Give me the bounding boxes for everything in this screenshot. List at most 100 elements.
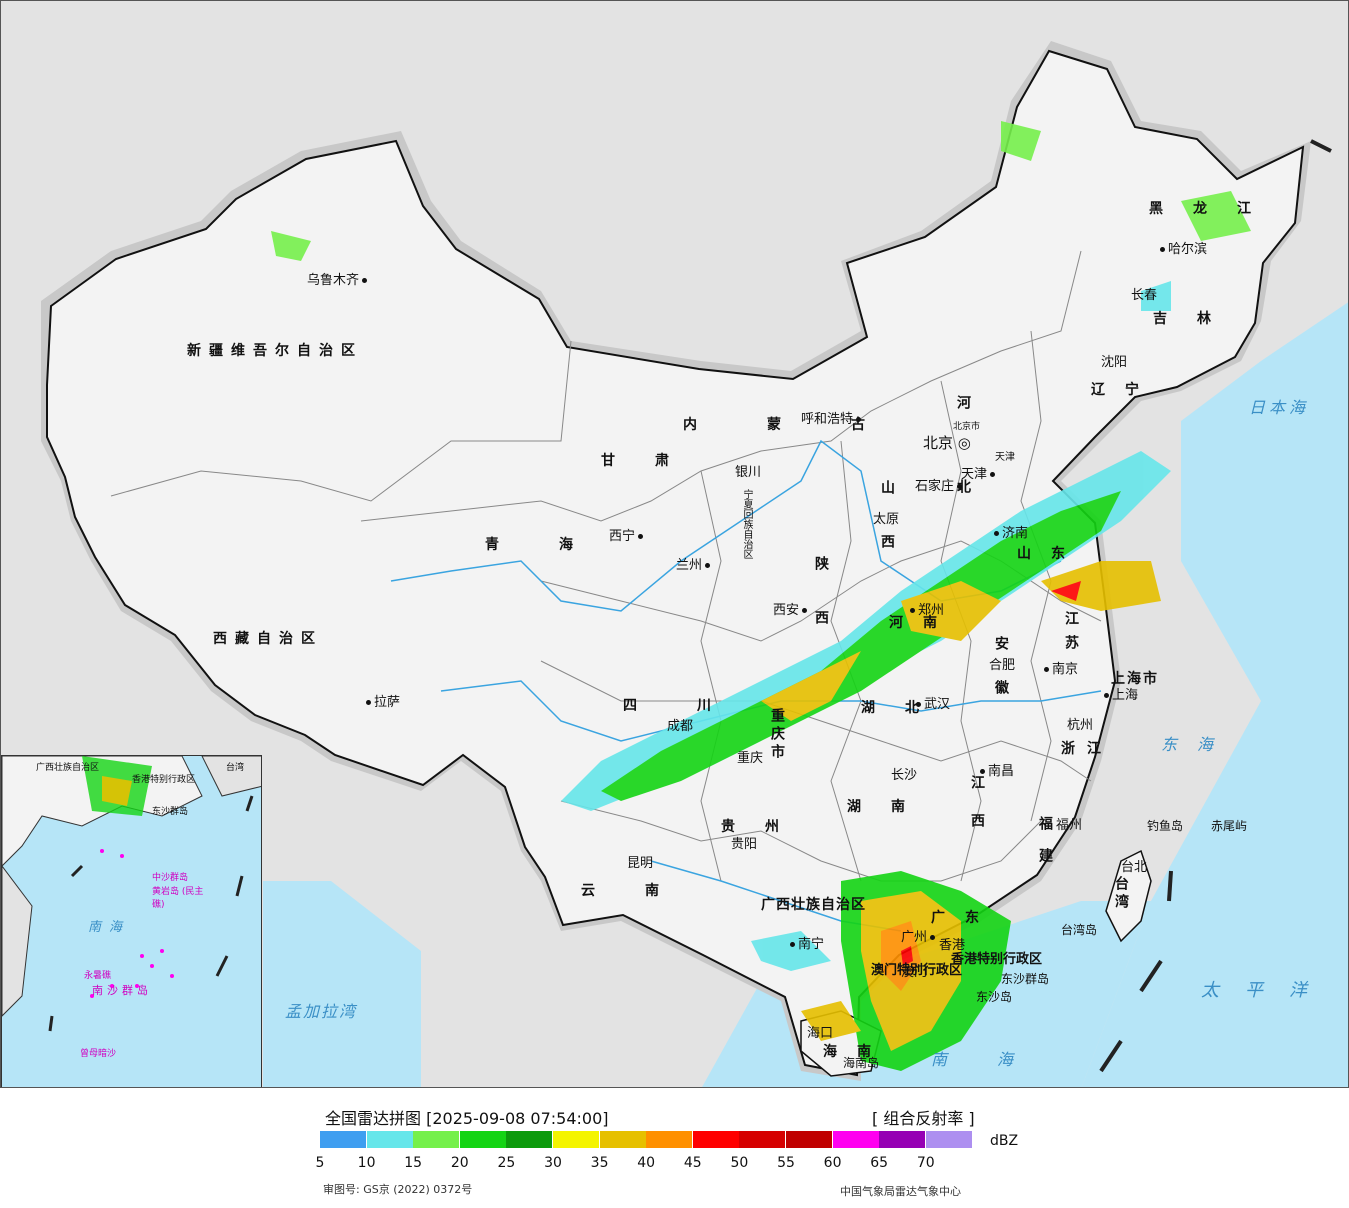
legend xyxy=(0,1088,1349,1208)
inset-label-taiwan: 台湾 xyxy=(226,763,245,773)
city-xian[interactable]: 西安 xyxy=(773,599,810,618)
city-hefei[interactable]: 合肥 xyxy=(989,658,1016,673)
sea-south-china: 南海 xyxy=(931,1050,1064,1069)
legend-color-1 xyxy=(366,1131,413,1148)
legend-color-11 xyxy=(832,1131,879,1148)
city-hongkong[interactable]: 香港 xyxy=(939,938,966,953)
city-zhengzhou[interactable]: 郑州 xyxy=(907,599,944,618)
province-shandong: 山东 xyxy=(1017,546,1085,562)
city-jinan[interactable]: 济南 xyxy=(991,522,1028,541)
legend-color-3 xyxy=(459,1131,506,1148)
city-nanchang[interactable]: 南昌 xyxy=(977,760,1014,779)
city-tianjin[interactable]: 天津 xyxy=(961,463,998,482)
sea-japan: 日本海 xyxy=(1249,398,1310,417)
island-dongsha-group: 东沙群岛 xyxy=(1001,972,1050,986)
legend-unit: dBZ xyxy=(990,1133,1019,1149)
city-macau[interactable]: 澳门 xyxy=(901,965,928,980)
city-harbin[interactable]: 哈尔滨 xyxy=(1157,238,1207,257)
legend-tick-55: 55 xyxy=(777,1155,795,1171)
legend-tick-45: 45 xyxy=(683,1155,702,1171)
province-tianjin: 天津 xyxy=(995,452,1015,463)
inset-label-south-china-sea: 南海 xyxy=(88,920,131,935)
inset-label-zhongsha: 中沙群岛 xyxy=(152,873,189,883)
city-guangzhou[interactable]: 广州 xyxy=(901,926,938,945)
legend-tick-50: 50 xyxy=(730,1155,749,1171)
sea-pacific: 太平洋 xyxy=(1201,980,1333,1001)
legend-color-6 xyxy=(599,1131,646,1148)
city-taipei[interactable]: 台北 xyxy=(1121,860,1148,875)
city-wuhan[interactable]: 武汉 xyxy=(913,693,950,712)
city-shenyang[interactable]: 沈阳 xyxy=(1101,355,1128,370)
province-xizang: 西藏自治区 xyxy=(213,631,323,647)
city-guiyang[interactable]: 贵阳 xyxy=(731,837,758,852)
legend-color-0 xyxy=(320,1131,367,1148)
legend-color-12 xyxy=(879,1131,926,1148)
city-lanzhou[interactable]: 兰州 xyxy=(676,554,713,573)
province-heilongjiang: 黑龙江 xyxy=(1149,201,1281,217)
inset-label-huangyan: 黄岩岛 (民主礁) xyxy=(152,887,204,910)
province-macau: 澳门特别行政区 xyxy=(871,963,963,978)
province-taiwan: 台湾 xyxy=(1113,876,1129,912)
sea-east-china: 东海 xyxy=(1161,735,1234,754)
province-hainan: 海南 xyxy=(823,1044,891,1060)
city-changchun[interactable]: 长春 xyxy=(1131,288,1158,303)
province-zhejiang: 浙江 xyxy=(1061,741,1113,757)
radar-map[interactable]: 新疆维吾尔自治区 西藏自治区 青海 甘肃 内蒙古 四川 云南 贵州 广西壮族自治… xyxy=(0,0,1349,1088)
inset-label-nansha: 南沙群岛 xyxy=(92,984,152,997)
legend-color-2 xyxy=(413,1131,460,1148)
city-taiyuan[interactable]: 太原 xyxy=(873,512,900,527)
city-beijing[interactable]: 北京 ◎ xyxy=(923,434,971,452)
city-fuzhou[interactable]: 福州 xyxy=(1056,818,1083,833)
island-hainan: 海南岛 xyxy=(843,1056,880,1070)
province-beijing: 北京市 xyxy=(953,422,981,432)
city-hangzhou[interactable]: 杭州 xyxy=(1067,718,1094,733)
legend-color-9 xyxy=(739,1131,786,1148)
province-hubei: 湖北 xyxy=(861,700,949,716)
city-hohhot[interactable]: 呼和浩特 xyxy=(801,408,864,427)
island-diaoyu: 钓鱼岛 xyxy=(1147,819,1184,833)
radar-echoes xyxy=(271,121,1251,1071)
city-kunming[interactable]: 昆明 xyxy=(627,856,654,871)
legend-tick-35: 35 xyxy=(590,1155,609,1171)
city-nanjing[interactable]: 南京 xyxy=(1041,658,1078,677)
province-yunnan: 云南 xyxy=(581,883,709,899)
city-nanning[interactable]: 南宁 xyxy=(787,933,824,952)
province-henan: 河南 xyxy=(889,615,957,631)
map-graphic xyxy=(41,41,1348,1087)
boundary-dashes xyxy=(1099,139,1332,1073)
province-hebei: 河北 xyxy=(955,395,971,563)
city-yinchuan[interactable]: 银川 xyxy=(735,465,762,480)
city-chongqing[interactable]: 重庆 xyxy=(737,751,764,766)
legend-tick-65: 65 xyxy=(870,1155,889,1171)
south-china-sea-inset: 南海 中沙群岛 黄岩岛 (民主礁) 永暑礁 南沙群岛 曾母暗沙 东沙群岛 台湾 … xyxy=(1,755,262,1087)
city-shanghai[interactable]: 上海 xyxy=(1101,684,1138,703)
province-guizhou: 贵州 xyxy=(721,819,809,835)
inset-label-zengmu: 曾母暗沙 xyxy=(80,1049,117,1059)
city-lhasa[interactable]: 拉萨 xyxy=(363,691,400,710)
legend-color-13 xyxy=(925,1131,972,1148)
sea-bengal: 孟加拉湾 xyxy=(285,1002,358,1021)
inset-label-guangxi: 广西壮族自治区 xyxy=(36,763,100,773)
city-xining[interactable]: 西宁 xyxy=(609,525,646,544)
legend-approval: 审图号: GS京 (2022) 0372号 xyxy=(323,1183,473,1196)
legend-color-4 xyxy=(506,1131,553,1148)
legend-tick-60: 60 xyxy=(823,1155,842,1171)
city-shijiazhuang[interactable]: 石家庄 xyxy=(915,475,965,494)
city-urumqi[interactable]: 乌鲁木齐 xyxy=(307,269,370,288)
city-haikou[interactable]: 海口 xyxy=(807,1026,834,1041)
province-guangdong: 广东 xyxy=(931,910,999,926)
province-neimenggu: 内蒙古 xyxy=(683,417,935,433)
city-chengdu[interactable]: 成都 xyxy=(667,719,694,734)
inset-label-hongkong: 香港特别行政区 xyxy=(132,775,196,785)
city-changsha[interactable]: 长沙 xyxy=(891,768,918,783)
legend-color-8 xyxy=(692,1131,739,1148)
legend-tick-70: 70 xyxy=(916,1155,935,1171)
province-hunan: 湖南 xyxy=(847,799,935,815)
ocean-east xyxy=(1181,302,1348,701)
legend-source: 中国气象局雷达气象中心 xyxy=(840,1185,961,1198)
inset-label-yongshu: 永暑礁 xyxy=(84,971,112,981)
legend-color-7 xyxy=(646,1131,693,1148)
province-shanxi: 山西 xyxy=(879,480,895,588)
legend-tick-15: 15 xyxy=(404,1155,423,1171)
legend-product: [ 组合反射率 ] xyxy=(872,1109,975,1128)
